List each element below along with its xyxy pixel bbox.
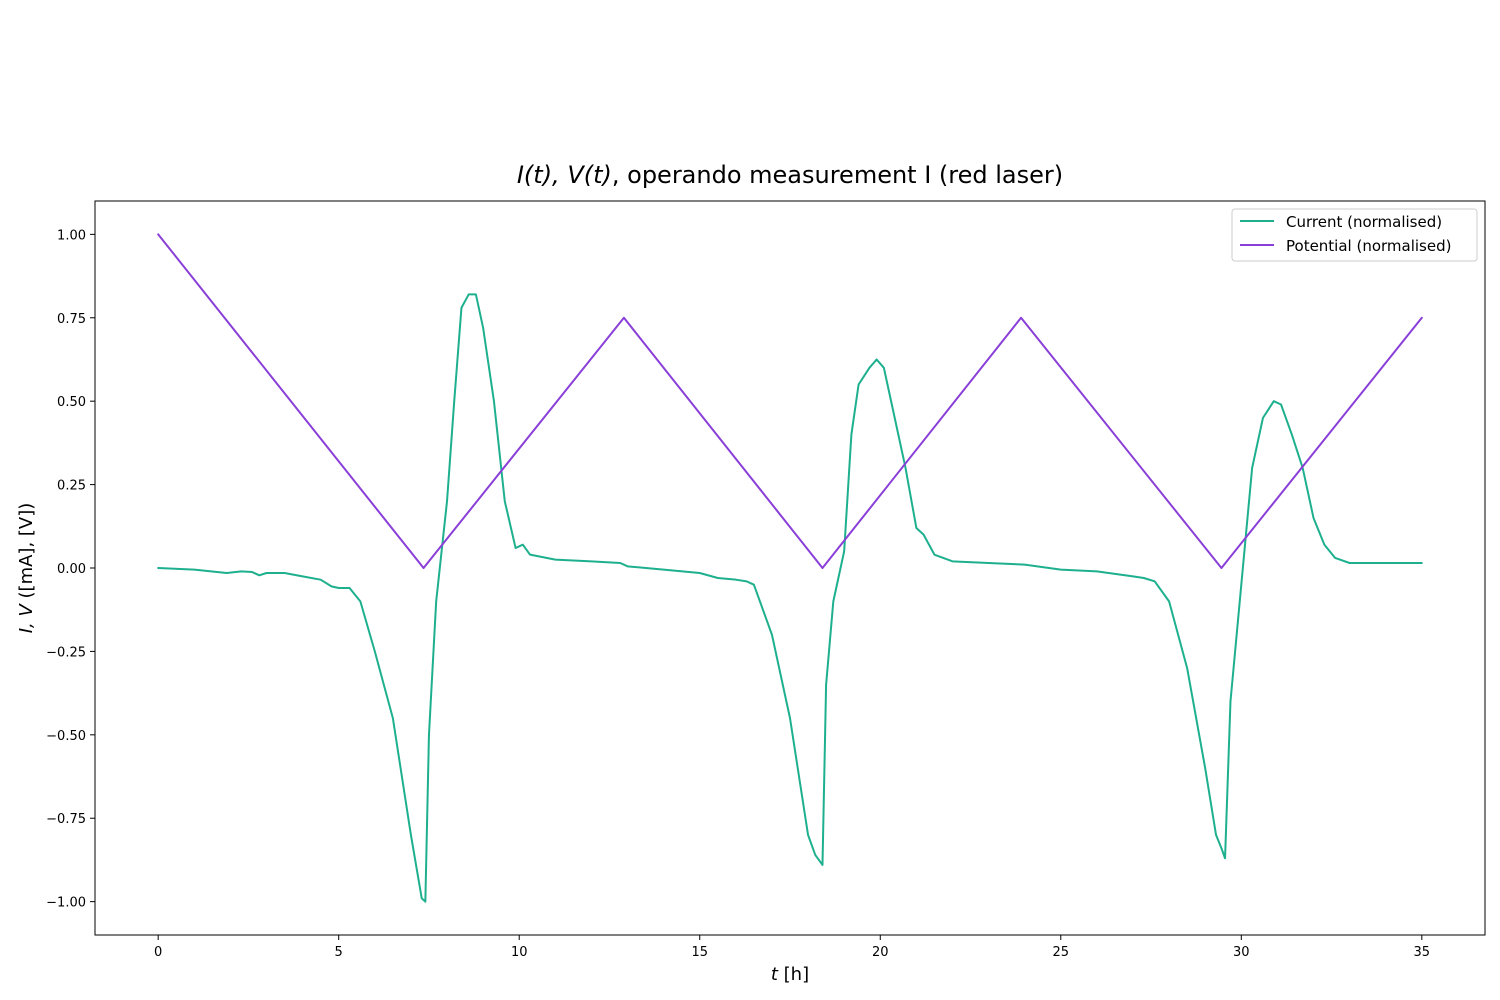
y-tick-label: 0.25 xyxy=(57,479,86,494)
x-tick-label: 25 xyxy=(1053,945,1070,960)
x-tick-label: 30 xyxy=(1233,945,1250,960)
legend-box xyxy=(1231,208,1478,262)
y-axis-label: I, V ([mA], [V]) xyxy=(16,503,37,634)
series-line-current xyxy=(157,293,1423,903)
y-tick-label: −0.25 xyxy=(46,645,86,660)
x-axis-ticks: 0 5 10 15 20 25 30 35 xyxy=(154,935,1430,960)
y-tick-label: −0.50 xyxy=(46,729,86,744)
x-tick-label: 20 xyxy=(872,945,889,960)
y-tick-label: 0.50 xyxy=(57,395,86,410)
x-axis-label: t [h] xyxy=(771,964,809,985)
x-tick-label: 0 xyxy=(154,945,162,960)
legend: Current (normalised) Potential (normalis… xyxy=(1231,208,1478,262)
y-tick-label: 0.75 xyxy=(57,312,86,327)
chart-title: I(t), V(t), operando measurement I (red … xyxy=(517,161,1063,189)
x-tick-label: 35 xyxy=(1414,945,1431,960)
y-tick-label: 0.00 xyxy=(57,562,86,577)
series-line-potential xyxy=(157,233,1423,569)
series-layer xyxy=(157,233,1423,903)
y-axis-ticks: −1.00 −0.75 −0.50 −0.25 0.00 0.25 0.50 0.75 1.00 xyxy=(46,228,95,911)
x-tick-label: 5 xyxy=(335,945,343,960)
y-tick-label: −0.75 xyxy=(46,812,86,827)
legend-label-current: Current (normalised) xyxy=(1286,213,1442,231)
x-tick-label: 10 xyxy=(511,945,528,960)
y-tick-label: −1.00 xyxy=(46,896,86,911)
y-tick-label: 1.00 xyxy=(57,228,86,243)
legend-label-potential: Potential (normalised) xyxy=(1286,237,1451,255)
x-tick-label: 15 xyxy=(691,945,708,960)
